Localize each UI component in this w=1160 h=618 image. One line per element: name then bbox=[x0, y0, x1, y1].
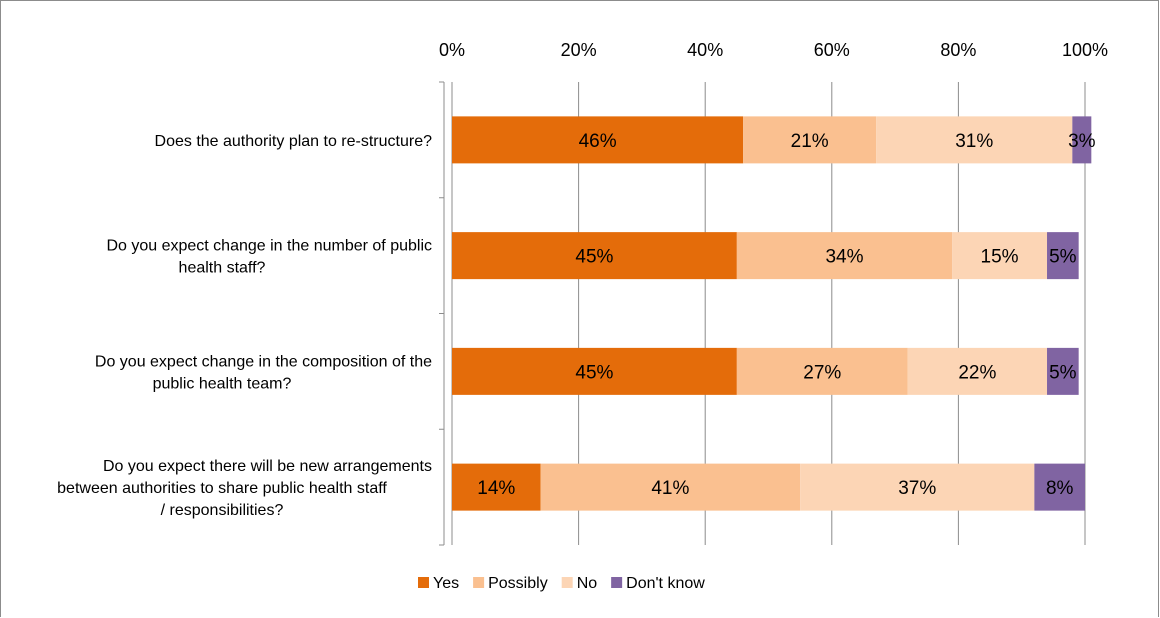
data-label: 5% bbox=[1049, 247, 1077, 268]
bars bbox=[452, 116, 1092, 511]
data-label: 46% bbox=[579, 131, 617, 152]
data-label: 34% bbox=[825, 247, 863, 268]
category-label: Do you expect change in the composition … bbox=[95, 353, 432, 370]
data-label: 5% bbox=[1049, 362, 1077, 383]
x-tick-label: 60% bbox=[814, 40, 850, 60]
bar-segment bbox=[1034, 463, 1085, 511]
bar-segment bbox=[952, 232, 1048, 280]
legend-label: Don't know bbox=[626, 575, 705, 592]
data-label: 31% bbox=[955, 131, 993, 152]
category-label: Do you expect change in the number of pu… bbox=[106, 238, 432, 255]
data-label: 27% bbox=[803, 362, 841, 383]
x-tick-label: 20% bbox=[561, 40, 597, 60]
data-label: 15% bbox=[981, 247, 1019, 268]
x-tick-label: 80% bbox=[940, 40, 976, 60]
legend: Yes Possibly No Don't know bbox=[418, 575, 705, 592]
bar-segment bbox=[736, 232, 953, 280]
legend-label: No bbox=[577, 575, 598, 592]
legend-swatch bbox=[611, 577, 623, 588]
legend-swatch bbox=[473, 577, 485, 588]
x-tick-label: 100% bbox=[1062, 40, 1108, 60]
bar-segment bbox=[452, 463, 541, 511]
data-labels: 46% 21% 31% 3% 45% 34% 15% 5% 45% 27% 22% 5% 14% 41% 3… bbox=[477, 131, 1095, 499]
category-label: Do you expect there will be new arrangem… bbox=[103, 458, 432, 475]
data-label: 37% bbox=[898, 478, 936, 499]
bar-segment bbox=[800, 463, 1035, 511]
data-label: 22% bbox=[958, 362, 996, 383]
data-label: 21% bbox=[791, 131, 829, 152]
bar-segment bbox=[743, 116, 877, 164]
category-label: health staff? bbox=[179, 260, 266, 277]
data-label: 3% bbox=[1068, 131, 1096, 152]
data-label: 45% bbox=[575, 362, 613, 383]
legend-label: Possibly bbox=[488, 575, 548, 592]
bar-segment bbox=[907, 347, 1048, 395]
legend-label: Yes bbox=[433, 575, 459, 592]
legend-swatch bbox=[418, 577, 429, 588]
bar-segment bbox=[540, 463, 801, 511]
bar-segment bbox=[452, 347, 737, 395]
bar-segment bbox=[736, 347, 908, 395]
bar-segment bbox=[876, 116, 1073, 164]
data-label: 45% bbox=[575, 247, 613, 268]
bar-segment bbox=[452, 232, 737, 280]
bar-segment bbox=[1072, 116, 1092, 164]
bar-segment bbox=[1047, 232, 1079, 280]
x-tick-label: 0% bbox=[439, 40, 465, 60]
legend-swatch bbox=[561, 577, 573, 588]
data-label: 14% bbox=[477, 478, 515, 499]
category-label: Does the authority plan to re-structure? bbox=[155, 133, 433, 150]
category-label: public health team? bbox=[153, 375, 292, 392]
data-label: 41% bbox=[651, 478, 689, 499]
bar-segment bbox=[1047, 347, 1079, 395]
category-label: / responsibilities? bbox=[161, 502, 284, 519]
category-label: between authorities to share public heal… bbox=[57, 480, 387, 497]
x-tick-label: 40% bbox=[687, 40, 723, 60]
bar-segment bbox=[452, 116, 744, 164]
data-label: 8% bbox=[1046, 478, 1074, 499]
axes: 0% 20% 40% 60% 80% 100% Does the authority pla… bbox=[57, 40, 1108, 546]
